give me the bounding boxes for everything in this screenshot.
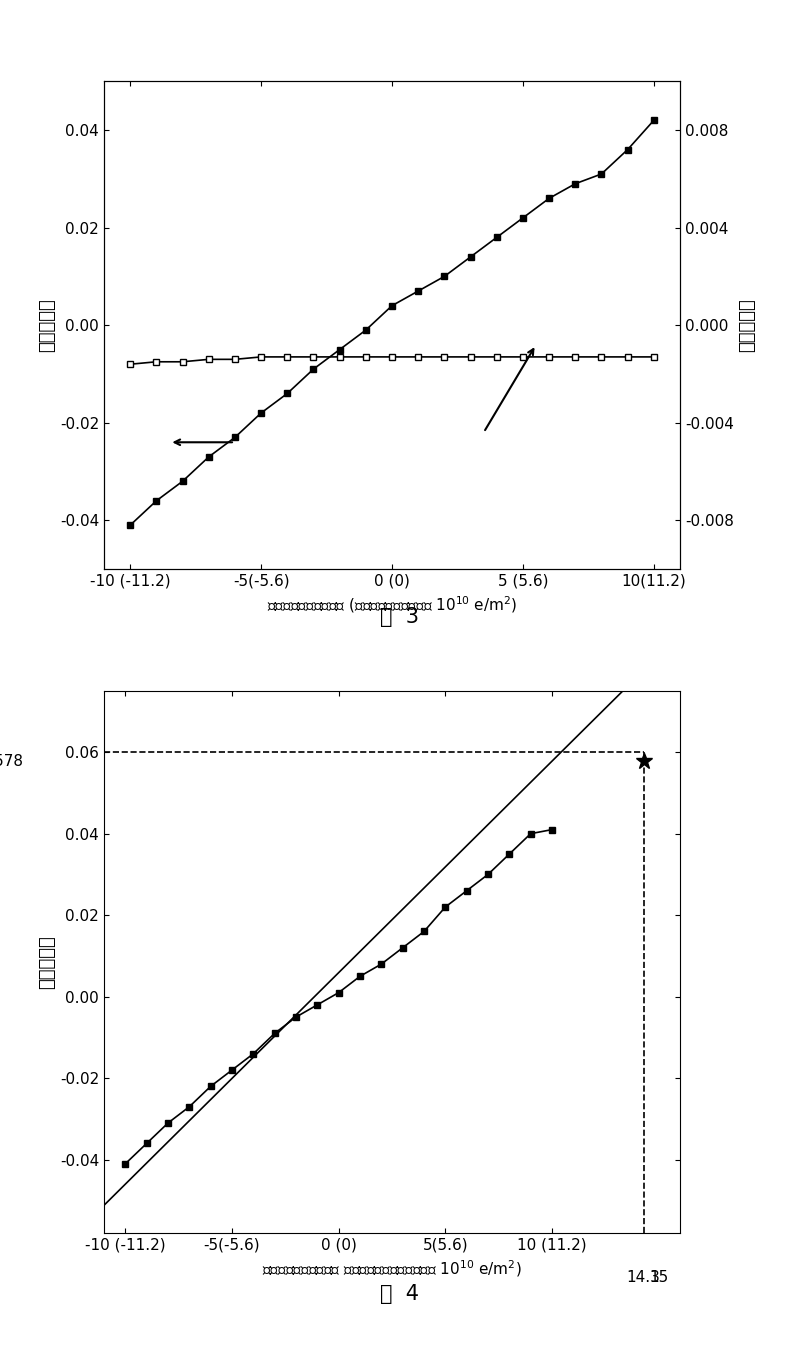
Y-axis label: 二次方系数: 二次方系数 — [738, 298, 756, 352]
Text: 14.3: 14.3 — [626, 1270, 661, 1285]
Text: 15: 15 — [649, 1270, 668, 1285]
Text: 0.0578: 0.0578 — [0, 753, 23, 768]
Text: 图  4: 图 4 — [381, 1285, 419, 1304]
X-axis label: 钐球电压，单位：伏特 （钐球表面电荷密度，单位 10$^{10}$ e/m$^2$): 钐球电压，单位：伏特 （钐球表面电荷密度，单位 10$^{10}$ e/m$^2… — [262, 1259, 522, 1279]
Y-axis label: 一次方系数: 一次方系数 — [38, 935, 56, 989]
X-axis label: 钐球电压，单位：伏特 (表面电荷密度，单位： 10$^{10}$ e/m$^2$): 钐球电压，单位：伏特 (表面电荷密度，单位： 10$^{10}$ e/m$^2$… — [267, 595, 517, 615]
Y-axis label: 一次方系数: 一次方系数 — [38, 298, 56, 352]
Text: 图  3: 图 3 — [381, 607, 419, 626]
